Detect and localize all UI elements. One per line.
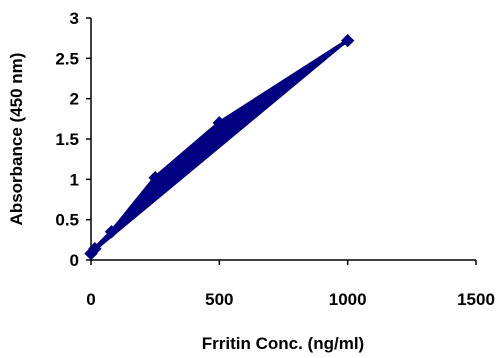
y-tick-label: 2.5 (55, 49, 79, 68)
data-point-diamond (88, 241, 102, 256)
x-ticks: 0 500 1000 1500 (86, 260, 495, 309)
y-tick-label: 1 (70, 170, 79, 189)
x-tick-label: 1500 (457, 290, 495, 309)
x-tick-label: 0 (86, 290, 95, 309)
y-tick-label: 2 (70, 90, 79, 109)
x-tick-label: 1000 (329, 290, 367, 309)
y-axis-title: Absorbance (450 nm) (7, 53, 26, 226)
data-point-diamond (340, 33, 355, 48)
y-tick-label: 1.5 (55, 130, 79, 149)
series-layer (84, 33, 355, 261)
y-tick-label: 0 (70, 251, 79, 270)
y-tick-label: 0.5 (55, 211, 79, 230)
data-point-diamond (148, 171, 162, 185)
x-tick-label: 500 (205, 290, 233, 309)
data-point-diamond (212, 116, 227, 130)
series-band (90, 39, 349, 255)
y-tick-label: 3 (70, 9, 79, 28)
data-point-diamond (104, 225, 119, 239)
axes (90, 18, 476, 261)
x-axis-title: Frritin Conc. (ng/ml) (202, 334, 364, 353)
y-ticks: 0 0.5 1 1.5 2 2.5 3 (55, 9, 91, 270)
